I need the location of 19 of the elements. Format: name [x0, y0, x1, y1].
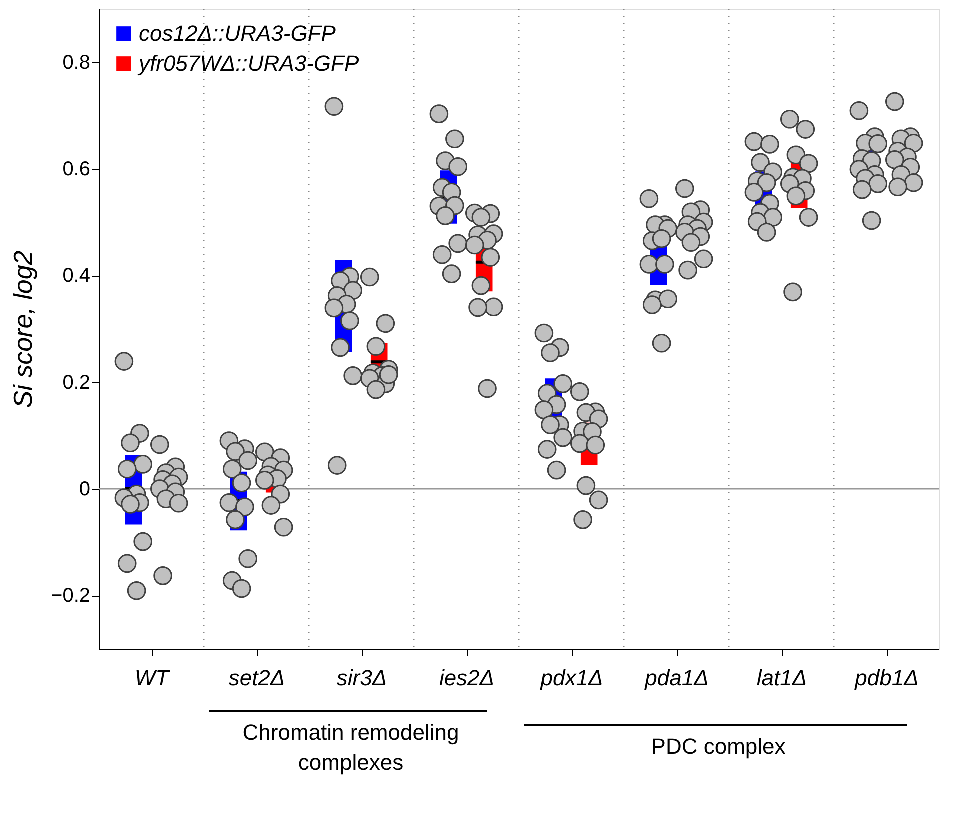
x-tick-label: ies2Δ — [439, 666, 495, 690]
y-axis-title: Si score, log2 — [8, 250, 38, 408]
text: PDC complex — [651, 734, 786, 759]
x-tick-label: WT — [134, 666, 171, 690]
x-tick-label: sir3Δ — [336, 666, 388, 690]
y-tick-label: −0.2 — [51, 585, 90, 608]
x-tick-label: pdx1Δ — [540, 666, 604, 690]
x-tick-label: lat1Δ — [756, 666, 808, 690]
legend-label: yfr057WΔ::URA3-GFP — [137, 51, 360, 76]
y-tick-label: 0.4 — [62, 265, 90, 288]
text: Chromatin remodeling complexes — [242, 720, 460, 775]
legend-label: cos12Δ::URA3-GFP — [139, 21, 336, 46]
x-tick-label: pda1Δ — [644, 666, 709, 690]
y-tick-label: 0 — [79, 478, 90, 500]
y-tick-label: 0.2 — [62, 372, 90, 394]
y-tick-label: 0.8 — [62, 52, 90, 74]
x-tick-label: pdb1Δ — [854, 666, 919, 690]
y-tick-label: 0.6 — [62, 158, 90, 180]
x-tick-label: set2Δ — [228, 666, 286, 690]
